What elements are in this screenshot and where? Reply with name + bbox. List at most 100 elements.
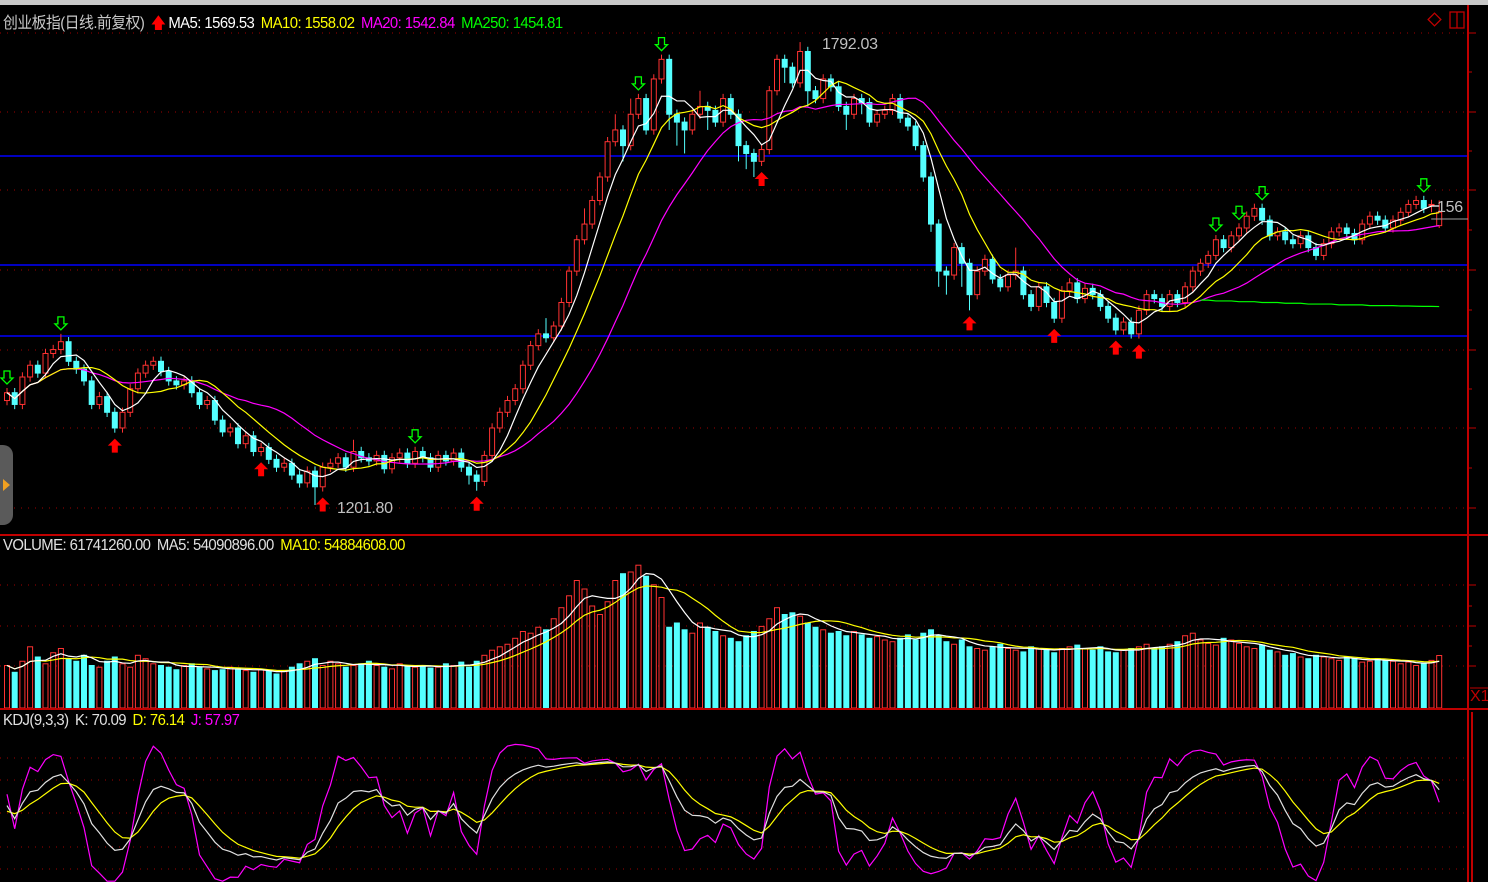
volume-legend: VOLUME: 61741260.00 MA5: 54090896.00 MA10:… [3,537,411,555]
volume-bar [42,663,49,709]
volume-bar [435,666,442,709]
candle-body [1220,239,1227,249]
volume-bar [1128,648,1135,709]
volume-bar [1282,654,1289,709]
volume-bar [758,625,765,709]
d-value: D: 76.14 [132,712,185,729]
candle-body [404,452,411,464]
volume-bar [1328,658,1335,709]
candle-body [242,435,249,445]
scale-label[interactable]: X1 [1470,688,1488,705]
volume-bar [827,632,834,709]
volume-bar [843,635,850,709]
volume-bar [1205,642,1212,709]
ma250-value: MA250: 1454.81 [461,15,563,32]
last-price-label: 156 [1437,199,1463,217]
candle-body [1259,207,1266,221]
volume-bar [65,658,72,709]
sell-arrow-icon [630,76,646,91]
volume-bar [235,668,241,709]
k-value: K: 70.09 [75,712,127,729]
low-price-label: 1201.80 [337,500,393,518]
candle-body [1205,254,1212,264]
volume-bar [127,666,134,709]
candle-body [820,78,827,100]
candle-body [1074,282,1081,300]
sell-arrow-icon [1231,205,1247,221]
candle-body [512,388,519,402]
volume-bar [196,666,203,709]
ma5-value: MA5: 1569.53 [168,15,255,32]
volume-bar [1159,646,1165,709]
candle-body [1058,290,1065,319]
volume-bar [11,671,18,709]
volume-bar [1359,661,1366,709]
candle-body [1212,239,1219,256]
candle-body [1228,235,1235,249]
volume-bar [1305,658,1312,709]
volume-bar [704,626,711,709]
volume-bar [1374,658,1381,709]
volume-bar [858,634,865,709]
candle-body [119,411,126,429]
buy-arrow-icon [1108,340,1123,355]
candle-body [866,101,873,123]
volume-bar [1313,654,1319,709]
candle-body [627,113,634,147]
candle-body [427,457,434,468]
candle-body [543,333,549,339]
instrument-title: 创业板指(日线.前复权) [3,15,145,32]
volume-bar [658,597,665,709]
candle-body [1413,200,1420,205]
volume-bar [1212,644,1219,709]
candle-body [496,411,503,429]
volume-bar [1405,661,1412,709]
sell-arrow-icon [1416,178,1432,193]
candle-body [589,200,596,225]
volume-bar [989,646,996,709]
candle-body [658,58,665,80]
volume-bar [1089,649,1096,709]
candle-body [928,176,934,225]
layout-split-icon[interactable] [1449,11,1465,29]
volume-bar [735,641,742,709]
volume-bar [720,635,727,709]
volume-bar [1289,653,1296,709]
volume-bar [1035,648,1042,709]
volume-bar [958,639,965,709]
volume-bar [1051,652,1058,709]
candle-body [150,360,157,366]
volume-bar [1351,658,1358,709]
volume-bar [650,584,657,709]
expand-triangle-icon[interactable] [3,479,10,491]
kdj-lines [6,743,1440,882]
candle-body [1128,321,1135,335]
j-value: J: 57.97 [190,712,240,729]
volume-bar [104,660,111,709]
kdj-name: KDJ(9,3,3) [3,712,69,729]
top-right-icons[interactable] [1427,11,1465,29]
volume-bar [181,665,188,709]
volume-bar [750,631,757,709]
volume-bar [589,605,596,709]
sell-arrow-icon [407,429,423,444]
candle-body [481,454,488,482]
volume-bar [365,660,372,709]
sell-arrow-icon [0,370,15,385]
ma10-value: MA10: 1558.02 [260,15,355,32]
volume-bar [1058,648,1065,709]
volume-bar [134,654,141,709]
volume-bar [897,637,904,709]
volume-bar [396,663,403,709]
volume-ma5-value: MA5: 54090896.00 [156,537,274,554]
drawn-horizontal-lines[interactable] [0,155,1468,337]
candle-body [519,364,526,390]
diamond-icon[interactable] [1427,12,1442,27]
candle-body [673,113,680,123]
volume-bar [550,618,557,709]
volume-bar [211,670,218,709]
candle-body [1120,321,1127,331]
candle-body [581,223,588,241]
up-arrow-icon: 🡅 [150,15,166,32]
